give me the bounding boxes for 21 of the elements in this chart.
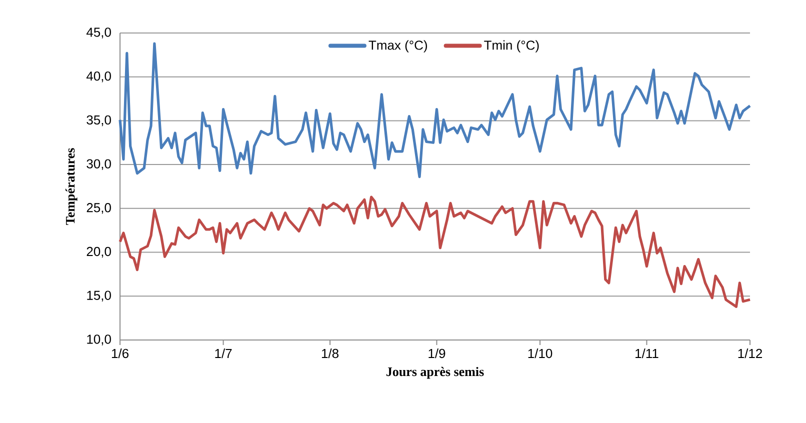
legend-label: Tmin (°C) bbox=[484, 40, 539, 52]
x-axis-title: Jours après semis bbox=[386, 366, 484, 379]
y-tick-label: 25,0 bbox=[86, 203, 111, 214]
y-tick-label: 20,0 bbox=[86, 246, 111, 258]
y-tick-label: 45,0 bbox=[86, 28, 111, 38]
x-tick-label: 1/6 bbox=[112, 348, 128, 358]
x-tick-label: 1/10 bbox=[528, 348, 552, 358]
y-tick-label: 35,0 bbox=[86, 115, 111, 126]
x-tick-label: 1/9 bbox=[428, 348, 446, 358]
y-tick-label: 10,0 bbox=[87, 334, 111, 346]
line-series bbox=[118, 42, 752, 178]
legend-label: Tmax (°C) bbox=[368, 40, 427, 52]
x-tick-label: 1/12 bbox=[738, 348, 762, 358]
y-tick-label: 30,0 bbox=[86, 159, 111, 170]
y-axis-title: Températures bbox=[66, 148, 78, 225]
x-tick-label: 1/11 bbox=[636, 348, 658, 358]
x-tick-label: 1/7 bbox=[215, 348, 232, 358]
x-tick-label: 1/8 bbox=[322, 348, 338, 358]
line-series bbox=[118, 196, 752, 308]
y-tick-label: 15,0 bbox=[87, 290, 111, 302]
y-tick-label: 40,0 bbox=[86, 71, 111, 82]
